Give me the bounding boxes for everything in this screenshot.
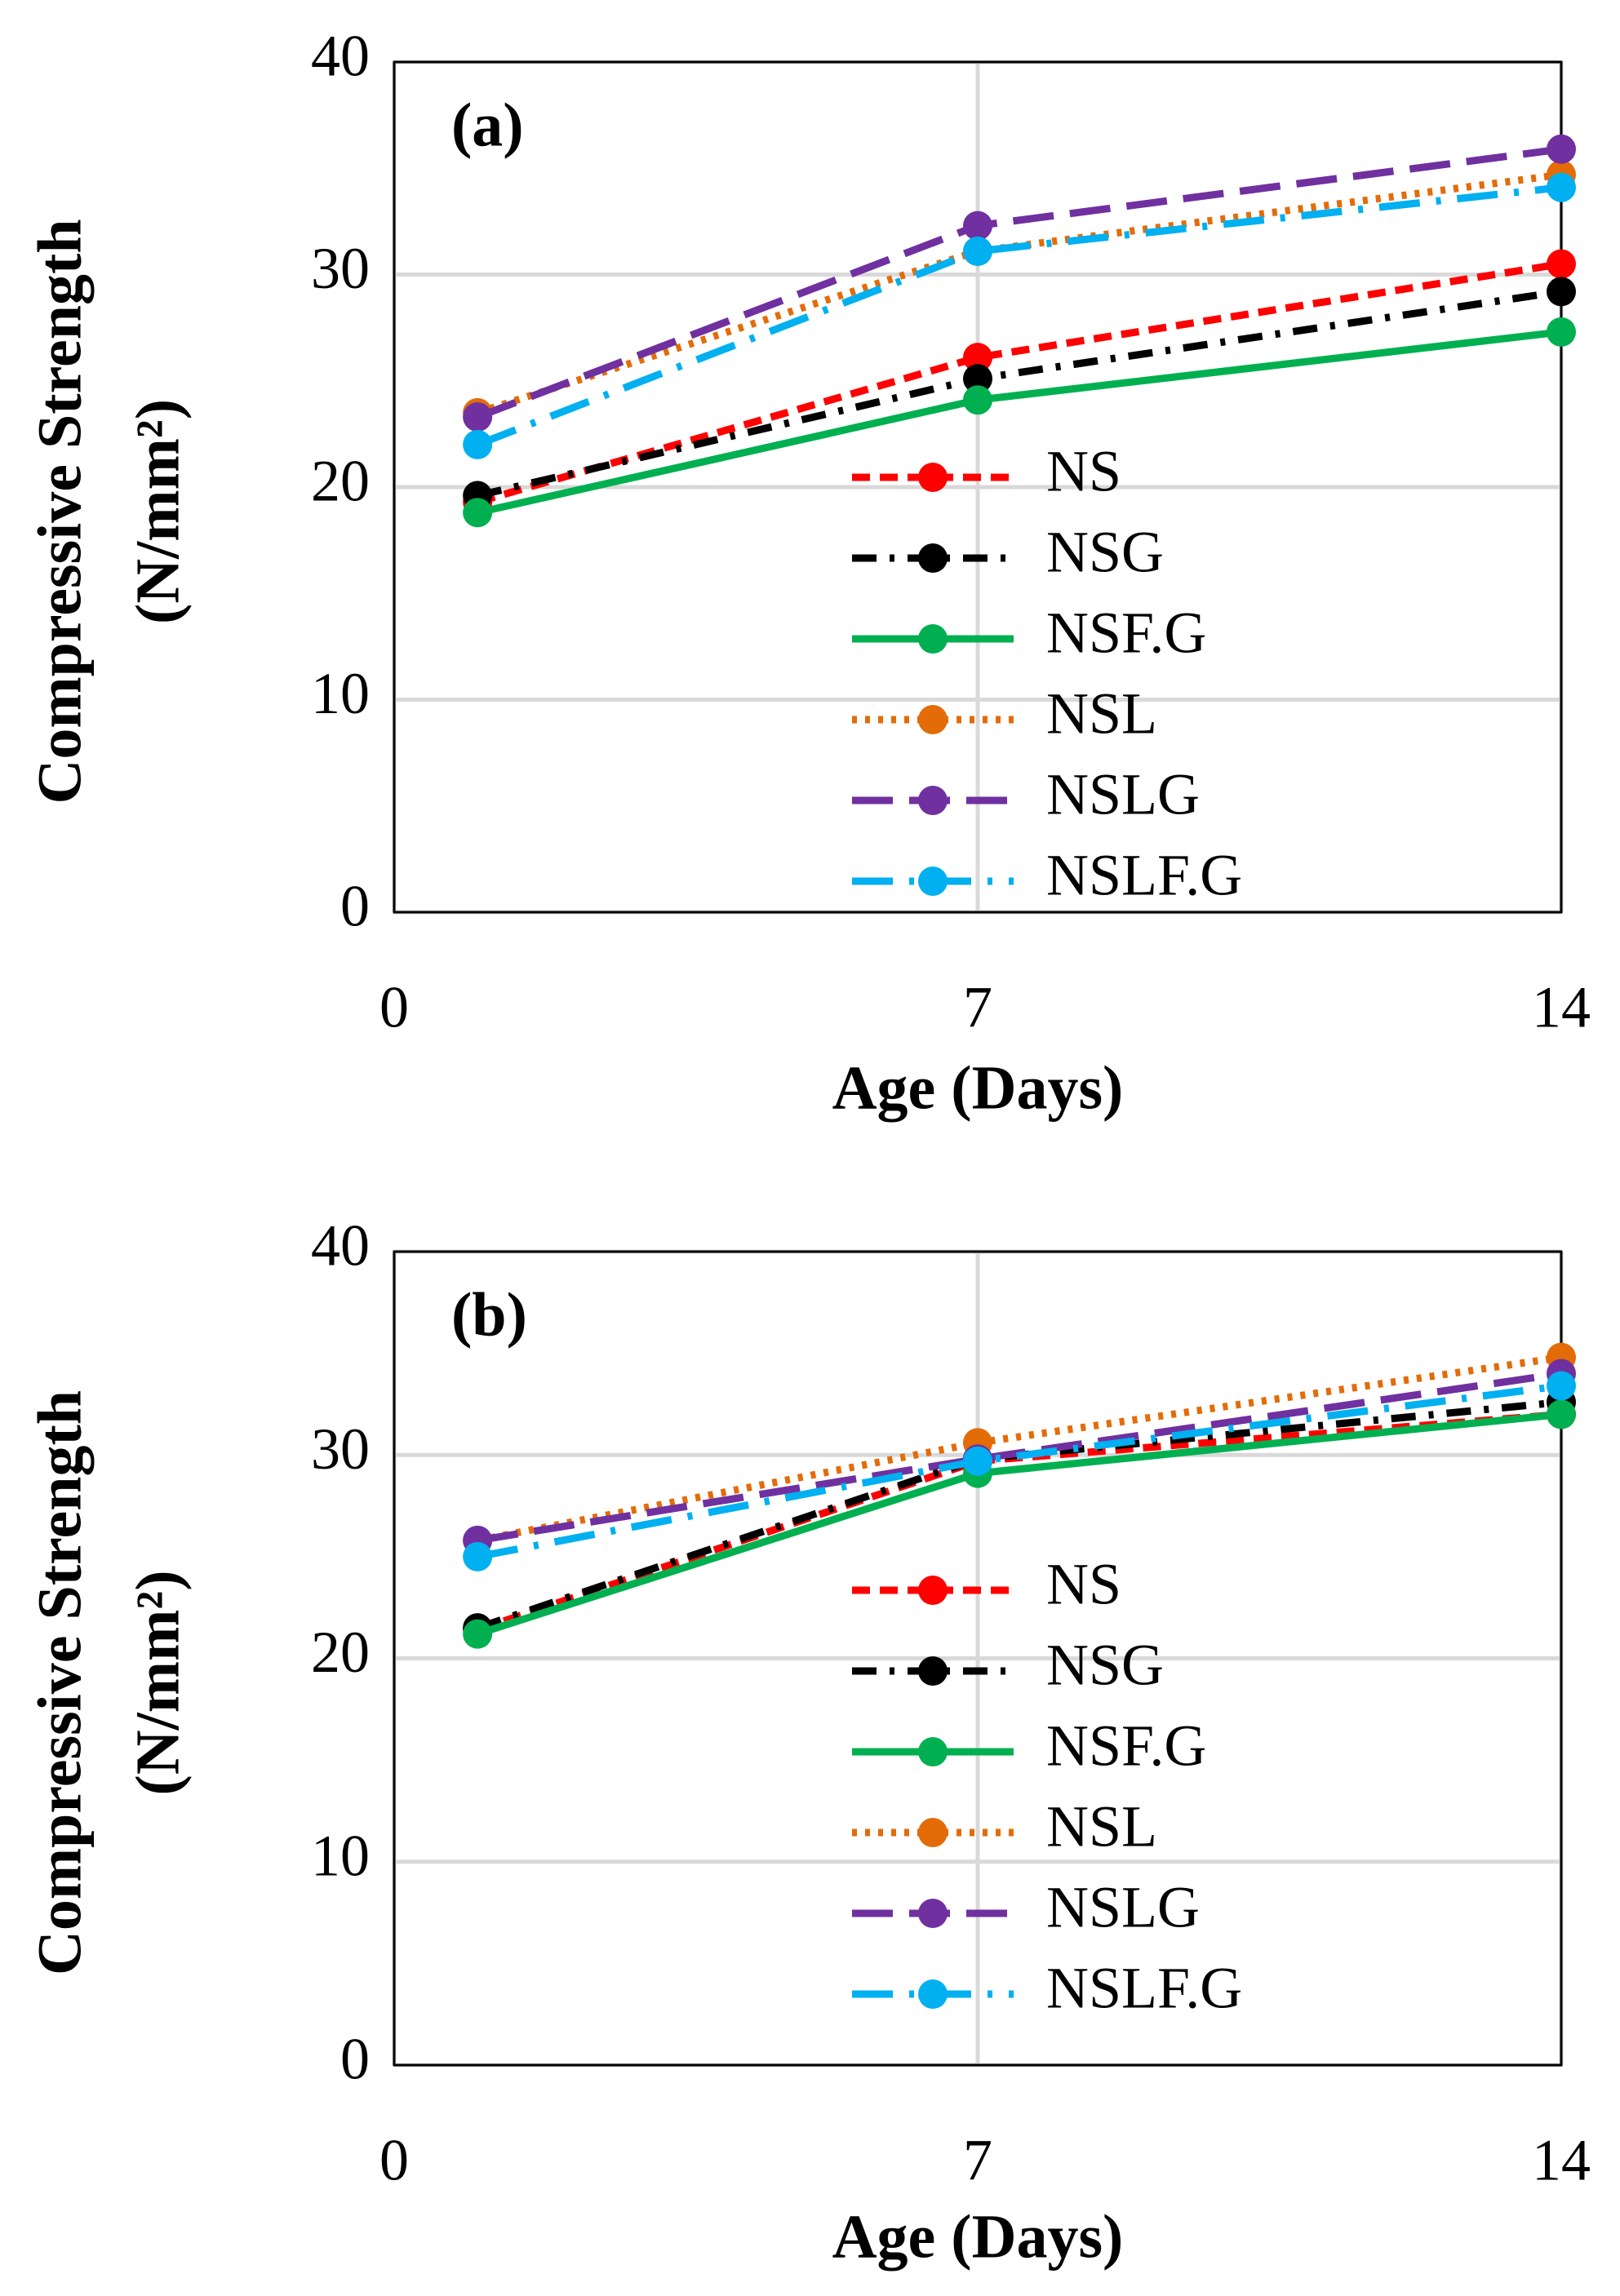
y-tick-label: 30 <box>311 1416 370 1482</box>
y-tick-label: 30 <box>311 236 370 301</box>
legend-label: NSL <box>1046 681 1157 747</box>
legend-label: NSLG <box>1046 1875 1200 1940</box>
series-line <box>477 1354 1562 1545</box>
legend-marker <box>918 786 948 815</box>
y-tick-label: 10 <box>311 1823 370 1888</box>
plot-frame <box>393 60 1563 914</box>
x-tick-label: 0 <box>379 975 409 1040</box>
legend-label: NSL <box>1046 1794 1157 1859</box>
legend-marker <box>918 1656 948 1686</box>
data-point <box>963 364 992 394</box>
data-point <box>963 1446 992 1476</box>
panel-label: (a) <box>451 91 524 159</box>
legend-label: NS <box>1046 439 1121 504</box>
series-line <box>476 184 1562 449</box>
x-axis-label: Age (Days) <box>832 1053 1124 1122</box>
data-point <box>463 402 493 432</box>
legend-label: NSLF.G <box>1046 843 1242 908</box>
data-point <box>963 211 992 241</box>
data-point <box>463 1541 493 1571</box>
legend-marker <box>918 1737 948 1766</box>
data-point <box>963 385 992 415</box>
legend-label: NSG <box>1046 1633 1164 1698</box>
y-tick-label: 40 <box>311 1213 370 1279</box>
panel-label: (b) <box>451 1280 527 1349</box>
x-tick-label: 0 <box>379 2128 409 2193</box>
y-axis-label: Compressive Strength <box>25 1390 94 1975</box>
data-point <box>463 498 493 528</box>
legend-marker <box>918 1899 948 1928</box>
data-point <box>1547 1399 1576 1429</box>
data-point <box>463 1619 493 1649</box>
legend-label: NSF.G <box>1046 601 1206 666</box>
y-tick-label: 0 <box>340 2027 370 2092</box>
legend-marker <box>918 1576 948 1605</box>
legend-label: NSF.G <box>1046 1713 1206 1779</box>
legend-label: NS <box>1046 1552 1121 1617</box>
legend-marker <box>918 1979 948 2009</box>
y-tick-label: 10 <box>311 661 370 726</box>
legend-marker <box>918 1818 948 1847</box>
y-tick-label: 20 <box>311 449 370 514</box>
legend-marker <box>918 705 948 734</box>
series-line <box>476 145 1562 421</box>
legend-label: NSLG <box>1046 762 1200 827</box>
y-axis-label: (N/mm²) <box>123 399 192 624</box>
data-point <box>963 236 992 266</box>
series-line <box>476 1398 1562 1632</box>
y-axis-label: Compressive Strength <box>25 219 94 804</box>
y-tick-label: 20 <box>311 1620 370 1685</box>
data-point <box>1547 134 1576 164</box>
data-point <box>963 343 992 373</box>
x-tick-label: 14 <box>1532 2128 1591 2193</box>
x-axis-label: Age (Days) <box>832 2202 1124 2271</box>
legend-marker <box>918 624 948 654</box>
data-point <box>1547 1371 1576 1401</box>
data-point <box>1547 249 1576 279</box>
legend-marker <box>918 543 948 573</box>
legend-marker <box>918 463 948 492</box>
legend-label: NSLF.G <box>1046 1956 1242 2021</box>
legend-marker <box>918 867 948 896</box>
y-axis-label: (N/mm²) <box>123 1570 192 1795</box>
x-tick-label: 7 <box>963 2128 992 2193</box>
x-tick-label: 7 <box>963 975 992 1040</box>
legend-label: NSG <box>1046 520 1164 585</box>
y-tick-label: 40 <box>311 24 370 89</box>
data-point <box>463 429 493 459</box>
data-point <box>1547 172 1576 202</box>
plot-frame <box>393 1250 1563 2067</box>
y-tick-label: 0 <box>340 874 370 939</box>
x-tick-label: 14 <box>1532 975 1591 1040</box>
data-point <box>1547 277 1576 307</box>
data-point <box>1547 317 1576 347</box>
